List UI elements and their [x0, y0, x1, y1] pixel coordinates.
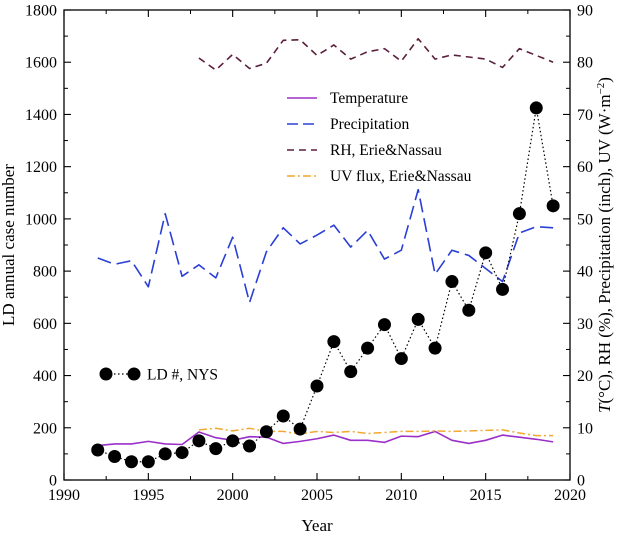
ld-case-point — [141, 455, 155, 469]
x-tick-label: 1995 — [132, 487, 164, 504]
x-tick-label: 1990 — [48, 487, 80, 504]
left-tick-label: 1000 — [25, 211, 57, 228]
ld-case-point — [243, 439, 257, 453]
legend-label: UV flux, Erie&Nassau — [330, 168, 472, 185]
series-line-temperature — [97, 430, 554, 447]
right-axis-title-exponent: −2 — [595, 83, 607, 95]
left-tick-label: 1200 — [25, 159, 57, 176]
ld-case-point — [276, 409, 290, 423]
ld-case-point — [310, 379, 324, 393]
right-tick-label: 70 — [577, 107, 593, 124]
left-tick-label: 1800 — [25, 3, 57, 20]
ld-case-point — [479, 246, 493, 260]
legend-label: Temperature — [330, 90, 408, 107]
inline-legend-label: LD #, NYS — [147, 367, 218, 384]
left-tick-label: 0 — [49, 473, 57, 490]
ld-case-point — [344, 365, 358, 379]
ld-case-point — [91, 443, 105, 457]
ld-case-point — [462, 303, 476, 317]
left-tick-label: 200 — [33, 420, 57, 437]
ld-case-point — [259, 425, 273, 439]
ld-case-point — [158, 447, 172, 461]
x-tick-label: 2020 — [554, 487, 586, 504]
x-tick-label: 2015 — [470, 487, 502, 504]
left-tick-label: 1600 — [25, 55, 57, 72]
x-tick-label: 2000 — [217, 487, 249, 504]
ld-case-point — [394, 352, 408, 366]
right-tick-label: 10 — [577, 420, 593, 437]
ld-case-point — [124, 455, 138, 469]
series-layer — [91, 37, 560, 469]
right-axis-title-symbol: T — [595, 402, 614, 413]
series-line-precipitation — [97, 188, 554, 304]
ld-case-point — [293, 422, 307, 436]
right-tick-label: 40 — [577, 264, 593, 281]
right-tick-label: 60 — [577, 159, 593, 176]
right-tick-label: 0 — [577, 473, 585, 490]
inline-legend-marker — [99, 367, 113, 381]
ld-case-point — [377, 318, 391, 332]
ld-case-point — [192, 434, 206, 448]
inline-legend-marker — [127, 367, 141, 381]
right-axis-title-text: (°C), RH (%), Precipitation (inch), UV (… — [595, 94, 614, 403]
ld-case-point — [445, 275, 459, 289]
ld-case-point — [226, 434, 240, 448]
ld-case-point — [546, 199, 560, 213]
ld-case-point — [411, 312, 425, 326]
ld-case-point — [428, 341, 442, 355]
ld-case-point — [175, 446, 189, 460]
ld-case-point — [209, 442, 223, 456]
series-line-ld-nys — [97, 107, 554, 463]
legend-label: RH, Erie&Nassau — [330, 142, 442, 159]
x-tick-label: 2005 — [301, 487, 333, 504]
ld-case-point — [529, 101, 543, 115]
ld-case-point — [361, 341, 375, 355]
legend-label: Precipitation — [330, 116, 409, 133]
x-axis-ticks: 1990 1995 2000 2005 2010 2015 2020 — [48, 10, 586, 504]
right-axis-title-close: ) — [595, 77, 614, 83]
series-line-uv-flux-erie-nassau — [198, 427, 554, 437]
right-axis-title: T(°C), RH (%), Precipitation (inch), UV … — [595, 77, 614, 413]
inline-legend: LD #, NYS — [99, 367, 218, 384]
x-axis-title: Year — [301, 516, 333, 535]
left-tick-label: 800 — [33, 264, 57, 281]
right-tick-label: 50 — [577, 211, 593, 228]
series-line-rh-erie-nassau — [198, 37, 554, 71]
right-axis-ticks: 0 10 20 30 40 50 60 70 80 90 — [563, 3, 593, 490]
left-axis-ticks: 0 200 400 600 800 1000 1200 1400 1600 1800 — [25, 3, 71, 490]
right-tick-label: 20 — [577, 368, 593, 385]
right-tick-label: 90 — [577, 3, 593, 20]
ld-case-point — [108, 450, 122, 463]
ld-case-point — [327, 335, 341, 349]
left-tick-label: 1400 — [25, 107, 57, 124]
left-axis-title: LD annual case number — [0, 164, 18, 326]
right-tick-label: 30 — [577, 316, 593, 333]
ld-case-point — [496, 282, 510, 296]
plot-frame — [63, 9, 571, 481]
left-tick-label: 600 — [33, 316, 57, 333]
ld-case-point — [512, 207, 526, 221]
left-tick-label: 400 — [33, 368, 57, 385]
right-tick-label: 80 — [577, 55, 593, 72]
legend: Temperature Precipitation RH, Erie&Nassau U… — [287, 90, 472, 185]
x-tick-label: 2010 — [385, 487, 417, 504]
